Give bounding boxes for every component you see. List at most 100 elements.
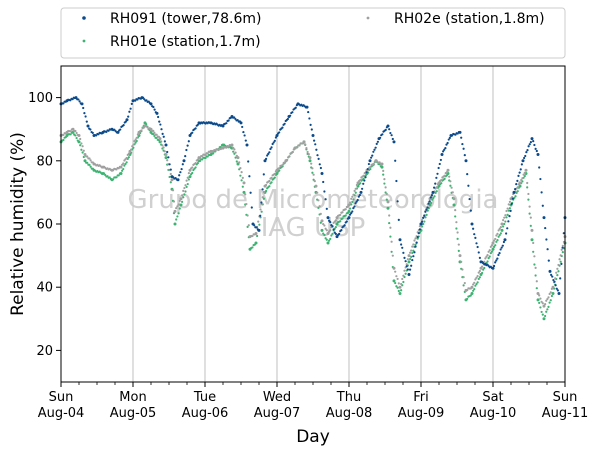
series-marker	[544, 226, 547, 230]
data-point	[164, 156, 168, 160]
series-marker	[533, 263, 536, 266]
series-marker	[486, 260, 489, 263]
series-marker	[522, 173, 525, 176]
series-marker	[460, 136, 463, 139]
series-marker	[535, 280, 538, 283]
series-marker	[478, 269, 481, 273]
series-marker	[494, 261, 497, 264]
series-marker	[553, 280, 556, 283]
data-point	[119, 165, 123, 169]
legend-label-0: RH091 (tower,78.6m)	[110, 11, 261, 27]
data-point	[86, 124, 90, 128]
data-point	[254, 231, 258, 235]
series-marker	[204, 153, 207, 156]
series-marker	[486, 254, 489, 257]
series-marker	[331, 225, 334, 228]
series-marker	[339, 213, 342, 217]
series-marker	[318, 163, 321, 166]
series-marker	[545, 299, 548, 302]
series-marker	[395, 285, 398, 288]
series-marker	[236, 119, 239, 122]
series-marker	[262, 197, 265, 200]
series-marker	[88, 163, 91, 166]
series-marker	[206, 155, 209, 158]
data-point	[335, 222, 339, 226]
series-marker	[541, 204, 544, 207]
data-point	[542, 304, 546, 308]
series-marker	[508, 200, 511, 203]
data-point	[302, 140, 306, 144]
series-marker	[432, 196, 435, 200]
series-marker	[547, 305, 550, 308]
data-point	[347, 209, 351, 213]
series-marker	[132, 143, 135, 146]
series-marker	[283, 122, 286, 125]
series-marker	[439, 158, 442, 162]
series-marker	[532, 250, 535, 253]
series-marker	[546, 297, 549, 301]
data-point	[464, 159, 468, 163]
series-marker	[411, 251, 414, 255]
series-marker	[498, 233, 501, 237]
series-marker	[421, 225, 424, 228]
series-marker	[241, 125, 244, 129]
series-marker	[162, 135, 165, 138]
series-marker	[506, 207, 509, 210]
series-marker	[357, 195, 360, 198]
series-marker	[373, 148, 376, 151]
series-marker	[323, 224, 326, 227]
series-marker	[244, 139, 247, 142]
series-marker	[475, 282, 478, 286]
series-marker	[562, 240, 566, 244]
series-marker	[435, 190, 438, 193]
series-marker	[485, 255, 488, 258]
legend-label-2: RH02e (station,1.8m)	[394, 11, 545, 27]
series-marker	[344, 208, 347, 211]
series-marker	[234, 156, 237, 159]
series-marker	[508, 215, 511, 218]
series-marker	[157, 115, 160, 119]
series-marker	[352, 207, 355, 210]
series-marker	[74, 129, 77, 133]
series-marker	[561, 244, 564, 247]
series-marker	[420, 220, 424, 223]
series-marker	[258, 223, 261, 226]
series-marker	[315, 148, 318, 151]
series-marker	[80, 148, 83, 151]
series-marker	[390, 250, 393, 253]
data-point	[182, 159, 186, 163]
series-marker	[212, 152, 215, 155]
series-marker	[462, 276, 465, 279]
series-marker	[129, 107, 132, 110]
series-marker	[408, 251, 412, 254]
data-point	[308, 159, 312, 163]
series-marker	[184, 190, 187, 193]
series-marker	[278, 167, 281, 170]
x-axis: SunAug-04MonAug-05TueAug-06WedAug-07ThuA…	[38, 382, 588, 421]
series-marker	[405, 263, 408, 266]
data-point	[179, 197, 183, 201]
series-marker	[488, 249, 491, 252]
series-marker	[448, 136, 451, 139]
series-marker	[466, 173, 469, 176]
series-marker	[382, 173, 385, 176]
series-marker	[558, 258, 561, 261]
series-marker	[359, 182, 362, 185]
data-point	[407, 273, 411, 277]
series-marker	[456, 237, 459, 240]
series-marker	[117, 174, 120, 177]
series-marker	[401, 277, 404, 281]
x-tick-label-day: Sun	[49, 390, 74, 405]
series-marker	[62, 133, 65, 137]
data-point	[188, 168, 192, 172]
series-marker	[454, 215, 457, 218]
series-marker	[561, 246, 564, 249]
data-point	[446, 168, 450, 172]
data-point	[407, 260, 411, 264]
series-marker	[134, 138, 137, 141]
y-tick-label: 60	[36, 218, 53, 233]
series-marker	[561, 251, 564, 254]
data-point	[542, 317, 546, 321]
series-marker	[262, 173, 265, 176]
series-marker	[178, 199, 181, 202]
